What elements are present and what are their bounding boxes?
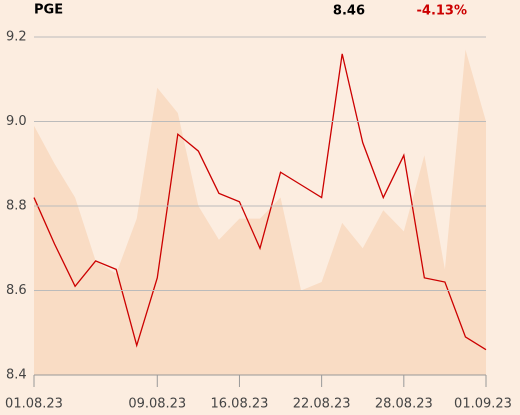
price: 8.46: [333, 4, 365, 19]
x-tick-label: 01.09.23: [454, 397, 512, 412]
y-tick-label: 8.6: [6, 283, 27, 298]
x-tick-label: 28.08.23: [375, 397, 433, 412]
y-tick-label: 8.8: [6, 199, 27, 214]
y-tick-label: 9.2: [6, 30, 27, 45]
change: -4.13%: [417, 4, 468, 19]
x-tick-label: 09.08.23: [128, 397, 186, 412]
symbol: PGE: [34, 3, 63, 18]
y-tick-label: 9.0: [6, 114, 27, 129]
price-line: [33, 53, 487, 351]
x-tick-label: 22.08.23: [293, 397, 351, 412]
area: [34, 49, 486, 376]
y-tick-label: 8.4: [6, 368, 27, 383]
x-tick-label: 16.08.23: [211, 397, 269, 412]
x-tick-label: 01.08.23: [5, 397, 63, 412]
